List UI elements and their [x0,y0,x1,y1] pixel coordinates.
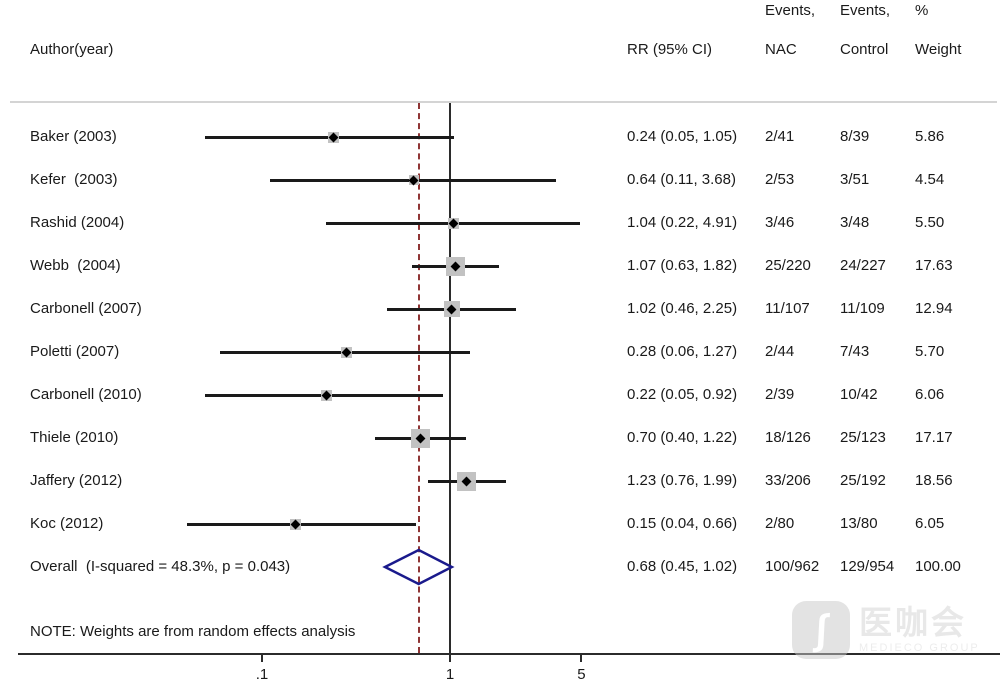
header-events-nac-line1: Events, [765,2,816,19]
header-control: Control [840,41,889,58]
events-control-value: 129/954 [840,558,895,575]
ci-line [187,522,417,526]
study-label: Rashid (2004) [30,214,125,231]
rr-ci-value: 1.04 (0.22, 4.91) [627,214,738,231]
study-label: Poletti (2007) [30,343,120,360]
x-axis-tick [261,655,263,662]
rr-ci-value: 0.70 (0.40, 1.22) [627,429,738,446]
weight-value: 17.63 [915,257,953,274]
events-nac-value: 25/220 [765,257,811,274]
weight-value: 6.05 [915,515,945,532]
rr-ci-value: 0.22 (0.05, 0.92) [627,386,738,403]
events-control-value: 10/42 [840,386,878,403]
rr-ci-value: 1.02 (0.46, 2.25) [627,300,738,317]
events-control-value: 3/51 [840,171,870,188]
x-axis-tick-label: 5 [577,666,586,683]
events-nac-value: 100/962 [765,558,820,575]
x-axis-line [18,653,1000,655]
weight-value: 18.56 [915,472,953,489]
events-control-value: 7/43 [840,343,870,360]
weight-value: 5.86 [915,128,945,145]
events-nac-value: 2/44 [765,343,795,360]
x-axis-tick [449,655,451,662]
study-label: Jaffery (2012) [30,472,123,489]
study-label: Carbonell (2007) [30,300,142,317]
study-label: Baker (2003) [30,128,117,145]
header-author-year: Author(year) [30,41,114,58]
weight-value: 5.50 [915,214,945,231]
header-weight: Weight [915,41,962,58]
weight-value: 12.94 [915,300,953,317]
null-line [449,103,451,653]
header-events-control-line1: Events, [840,2,891,19]
events-nac-value: 3/46 [765,214,795,231]
random-effects-note: NOTE: Weights are from random effects an… [30,623,356,640]
events-control-value: 25/192 [840,472,886,489]
events-control-value: 11/109 [840,300,885,317]
events-nac-value: 33/206 [765,472,811,489]
overall-diamond [382,548,455,586]
events-nac-value: 2/41 [765,128,795,145]
events-control-value: 13/80 [840,515,878,532]
weight-value: 4.54 [915,171,945,188]
x-axis-tick-label: 1 [445,666,455,683]
overall-dashed-line [417,103,420,653]
study-label: Webb (2004) [30,257,121,274]
events-control-value: 8/39 [840,128,870,145]
events-nac-value: 11/107 [765,300,810,317]
rr-ci-value: 0.64 (0.11, 3.68) [627,171,736,188]
study-label: Thiele (2010) [30,429,119,446]
header-nac: NAC [765,41,797,58]
events-nac-value: 18/126 [765,429,811,446]
events-nac-value: 2/39 [765,386,795,403]
events-control-value: 25/123 [840,429,886,446]
header-percent: % [915,2,929,19]
header-rr-ci: RR (95% CI) [627,41,713,58]
header-separator-line [10,101,997,103]
weight-value: 5.70 [915,343,945,360]
x-axis-tick-label: .1 [255,666,269,683]
study-label: Kefer (2003) [30,171,118,188]
rr-ci-value: 0.24 (0.05, 1.05) [627,128,738,145]
rr-ci-value: 0.28 (0.06, 1.27) [627,343,738,360]
events-control-value: 24/227 [840,257,886,274]
weight-value: 17.17 [915,429,953,446]
events-nac-value: 2/53 [765,171,795,188]
events-control-value: 3/48 [840,214,870,231]
rr-ci-value: 1.07 (0.63, 1.82) [627,257,738,274]
events-nac-value: 2/80 [765,515,795,532]
study-label: Overall (I-squared = 48.3%, p = 0.043) [30,558,291,575]
rr-ci-value: 0.15 (0.04, 0.66) [627,515,738,532]
x-axis-tick [580,655,583,662]
study-label: Koc (2012) [30,515,104,532]
rr-ci-value: 0.68 (0.45, 1.02) [627,558,738,575]
weight-value: 6.06 [915,386,945,403]
study-label: Carbonell (2010) [30,386,142,403]
weight-value: 100.00 [915,558,961,575]
rr-ci-value: 1.23 (0.76, 1.99) [627,472,738,489]
